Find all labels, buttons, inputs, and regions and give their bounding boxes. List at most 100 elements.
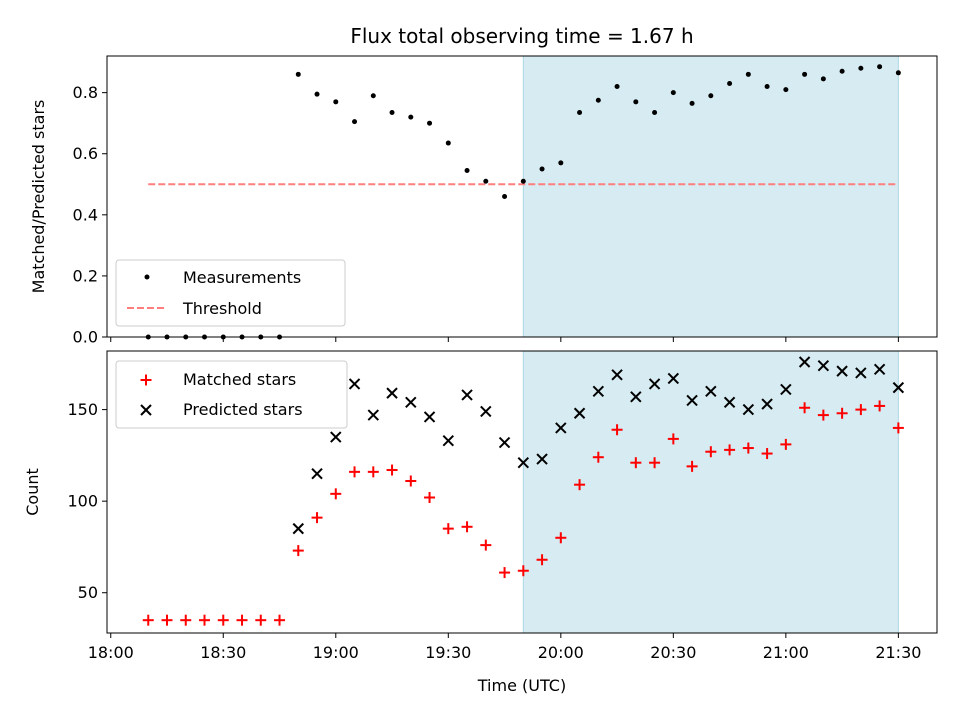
- y-tick-label: 0.4: [73, 205, 98, 224]
- x-tick-label: 19:30: [425, 643, 471, 662]
- cross-b: [817, 359, 830, 372]
- cross-b: [892, 381, 905, 394]
- matched-star-point: [461, 521, 473, 533]
- matched-star-point: [424, 491, 436, 503]
- predicted-star-point: [311, 467, 323, 480]
- x-tick-label: 21:30: [875, 643, 921, 662]
- cross-b: [836, 365, 848, 377]
- cross-b: [480, 405, 492, 418]
- cross-b: [292, 522, 304, 535]
- measurement-point: [314, 91, 320, 97]
- matched-star-point: [574, 479, 586, 491]
- y-tick-label: 0.8: [73, 83, 98, 102]
- predicted-star-point: [873, 363, 886, 376]
- count-y-ticks: 50 100 150: [67, 400, 107, 602]
- measurement-point: [614, 84, 620, 90]
- matched-star-point: [217, 614, 229, 626]
- x-tick-label: 20:30: [650, 643, 696, 662]
- predicted-star-point: [892, 381, 905, 394]
- cross-b: [348, 378, 361, 390]
- predicted-star-point: [330, 431, 342, 443]
- matched-star-point: [480, 539, 492, 551]
- measurement-point: [764, 84, 770, 90]
- matched-star-point: [855, 404, 867, 416]
- legend-measurements-label: Measurements: [183, 268, 301, 287]
- y-tick-label: 100: [67, 492, 98, 511]
- cross-b: [311, 467, 323, 480]
- x-axis-label: Time (UTC): [477, 676, 566, 695]
- measurement-point: [577, 110, 583, 116]
- predicted-star-point: [536, 453, 548, 465]
- y-tick-label: 0.6: [73, 144, 98, 163]
- cross-b: [611, 369, 623, 381]
- matched-star-point: [761, 448, 773, 460]
- y-tick-label: 0.2: [73, 266, 98, 285]
- predicted-star-point: [648, 378, 661, 390]
- predicted-star-point: [742, 403, 755, 416]
- measurement-point: [895, 70, 901, 76]
- cross-b: [367, 409, 379, 421]
- cross-b: [705, 385, 717, 397]
- matched-star-point: [742, 442, 754, 454]
- count-legend-box: [115, 360, 348, 429]
- legend-plus: [140, 374, 152, 386]
- observing-window-span: [522, 350, 899, 634]
- cross-b: [780, 383, 792, 396]
- cross-b: [855, 367, 867, 379]
- matched-star-point: [874, 400, 886, 412]
- measurement-point: [727, 80, 733, 86]
- measurement-point: [445, 140, 451, 146]
- measurement-point: [877, 64, 883, 70]
- ratio-y-ticks: 0.0 0.2 0.4 0.6 0.8: [73, 83, 107, 347]
- count-panel: 50 100 150 18:00 18:30 19:00 19:30 20:00 20:30 2…: [23, 350, 938, 695]
- cross-b: [386, 387, 398, 399]
- matched-star-point: [517, 565, 529, 577]
- matched-star-point: [142, 614, 154, 626]
- matched-stars-points: [142, 400, 904, 626]
- measurement-point: [689, 100, 695, 106]
- measurement-point: [652, 110, 658, 116]
- count-x-ticks: 18:00 18:30 19:00 19:30 20:00 20:30 21:00 21:30: [88, 633, 921, 662]
- cross-b: [761, 398, 773, 410]
- measurement-point: [633, 99, 639, 105]
- legend-predicted-label: Predicted stars: [183, 400, 303, 419]
- cross-b: [798, 356, 811, 368]
- matched-star-point: [817, 409, 829, 421]
- matched-star-point: [442, 523, 454, 535]
- predicted-star-point: [367, 409, 379, 421]
- measurement-point: [745, 71, 751, 77]
- matched-star-point: [405, 475, 417, 487]
- count-y-axis-label: Count: [23, 468, 42, 516]
- measurement-point: [670, 90, 676, 96]
- predicted-star-point: [292, 522, 304, 535]
- cross-b: [536, 453, 548, 465]
- predicted-star-point: [667, 372, 680, 385]
- matched-star-point: [255, 614, 267, 626]
- y-tick-label: 50: [78, 583, 98, 602]
- cross-b: [442, 435, 455, 447]
- matched-star-point: [292, 545, 304, 557]
- x-tick-label: 19:00: [313, 643, 359, 662]
- measurement-points: [145, 64, 901, 340]
- ratio-panel: 0.0 0.2 0.4 0.6 0.8 Flux total observing tim…: [29, 24, 938, 347]
- matched-star-point: [667, 433, 679, 445]
- measurement-point: [595, 97, 601, 103]
- predicted-star-point: [517, 456, 530, 469]
- cross-b: [330, 431, 342, 443]
- matched-star-point: [236, 614, 248, 626]
- measurement-point: [539, 166, 545, 172]
- count-axes-frame: [106, 350, 938, 634]
- cross-b: [517, 456, 530, 469]
- measurement-point: [352, 119, 358, 125]
- cross-b: [648, 378, 661, 390]
- predicted-star-point: [817, 359, 830, 372]
- cross-b: [592, 385, 605, 397]
- measurement-point: [520, 178, 526, 184]
- predicted-star-point: [761, 398, 773, 410]
- predicted-star-point: [798, 356, 811, 368]
- matched-star-point: [780, 438, 792, 450]
- matched-star-point: [180, 614, 192, 626]
- predicted-star-point: [855, 367, 867, 379]
- matched-star-point: [892, 422, 904, 434]
- matched-star-point: [349, 466, 361, 478]
